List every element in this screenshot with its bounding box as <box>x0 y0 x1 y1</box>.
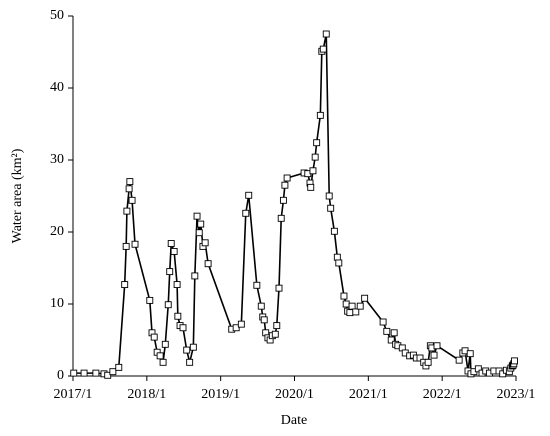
data-point <box>150 333 158 341</box>
data-point <box>164 301 172 309</box>
data-point <box>474 365 482 373</box>
data-point <box>340 292 348 300</box>
data-point <box>307 183 315 191</box>
x-tick-label: 2019/1 <box>201 387 240 402</box>
data-point <box>179 324 187 332</box>
y-tick-label: 40 <box>50 80 64 95</box>
data-point <box>327 204 335 212</box>
data-point <box>122 242 130 250</box>
data-point <box>416 354 424 362</box>
data-point <box>271 330 279 338</box>
data-point <box>123 207 131 215</box>
data-point <box>379 318 387 326</box>
data-point <box>333 253 341 261</box>
data-point <box>131 240 139 248</box>
data-point <box>352 308 360 316</box>
data-point <box>277 214 285 222</box>
data-point <box>201 239 209 247</box>
data-point <box>193 212 201 220</box>
x-tick-label: 2018/1 <box>127 387 166 402</box>
data-point <box>322 30 330 38</box>
data-point <box>80 369 88 377</box>
data-point <box>424 358 432 366</box>
x-tick-label: 2022/1 <box>423 387 462 402</box>
data-point <box>109 368 117 376</box>
y-tick-label: 50 <box>50 8 64 23</box>
data-point <box>167 240 175 247</box>
y-axis-label: Water area (km²) <box>10 148 25 243</box>
data-point <box>281 181 289 189</box>
data-point <box>311 153 319 161</box>
data-point <box>156 352 164 360</box>
data-point <box>346 309 354 317</box>
data-point <box>191 272 199 280</box>
data-point <box>283 174 291 182</box>
data-point <box>232 324 240 332</box>
data-point <box>242 209 250 217</box>
data-point <box>146 296 154 304</box>
data-point <box>245 191 253 199</box>
data-point <box>161 340 169 348</box>
data-point <box>173 281 181 289</box>
data-line <box>73 33 516 377</box>
data-point <box>335 259 343 267</box>
data-point <box>260 316 268 324</box>
data-point <box>330 227 338 235</box>
data-point <box>279 196 287 204</box>
data-point <box>166 268 174 276</box>
data-point <box>273 322 281 330</box>
data-point <box>170 247 178 255</box>
x-tick-label: 2021/1 <box>349 387 388 402</box>
data-point <box>342 300 350 308</box>
data-point <box>204 260 212 268</box>
data-point <box>186 358 194 366</box>
data-point <box>309 167 317 175</box>
data-point <box>383 327 391 335</box>
data-point <box>253 281 261 289</box>
y-tick-label: 0 <box>57 368 64 383</box>
data-point <box>356 302 364 310</box>
x-axis-label: Date <box>281 413 307 428</box>
data-point <box>183 346 191 354</box>
data-point <box>433 342 441 350</box>
data-point <box>128 196 136 204</box>
data-point <box>189 343 197 351</box>
x-tick-label: 2023/1 <box>497 387 536 402</box>
data-point <box>125 185 133 193</box>
data-point <box>430 351 438 359</box>
data-point <box>387 336 395 344</box>
data-point <box>237 320 245 328</box>
data-point <box>325 192 333 200</box>
x-tick-label: 2017/1 <box>54 387 93 402</box>
data-point <box>466 350 474 358</box>
y-tick-label: 30 <box>50 152 64 167</box>
data-point <box>499 370 507 378</box>
x-tick-label: 2020/1 <box>275 387 314 402</box>
data-point <box>313 139 321 147</box>
data-point <box>257 302 265 310</box>
data-point <box>104 371 112 379</box>
data-point <box>319 45 327 53</box>
data-point <box>197 220 205 228</box>
data-point <box>316 111 324 119</box>
data-point <box>126 178 134 186</box>
data-point <box>115 363 123 371</box>
data-point <box>348 302 356 310</box>
data-point <box>195 229 203 237</box>
data-point <box>121 281 129 289</box>
y-tick-label: 20 <box>50 224 64 239</box>
data-point <box>275 284 283 292</box>
data-point <box>174 312 182 320</box>
data-point <box>361 294 369 302</box>
data-point <box>70 369 78 377</box>
data-point <box>92 369 100 377</box>
data-point <box>159 358 167 366</box>
data-point <box>511 357 518 365</box>
y-tick-label: 10 <box>50 296 64 311</box>
data-point <box>455 356 463 364</box>
data-point <box>390 329 398 337</box>
